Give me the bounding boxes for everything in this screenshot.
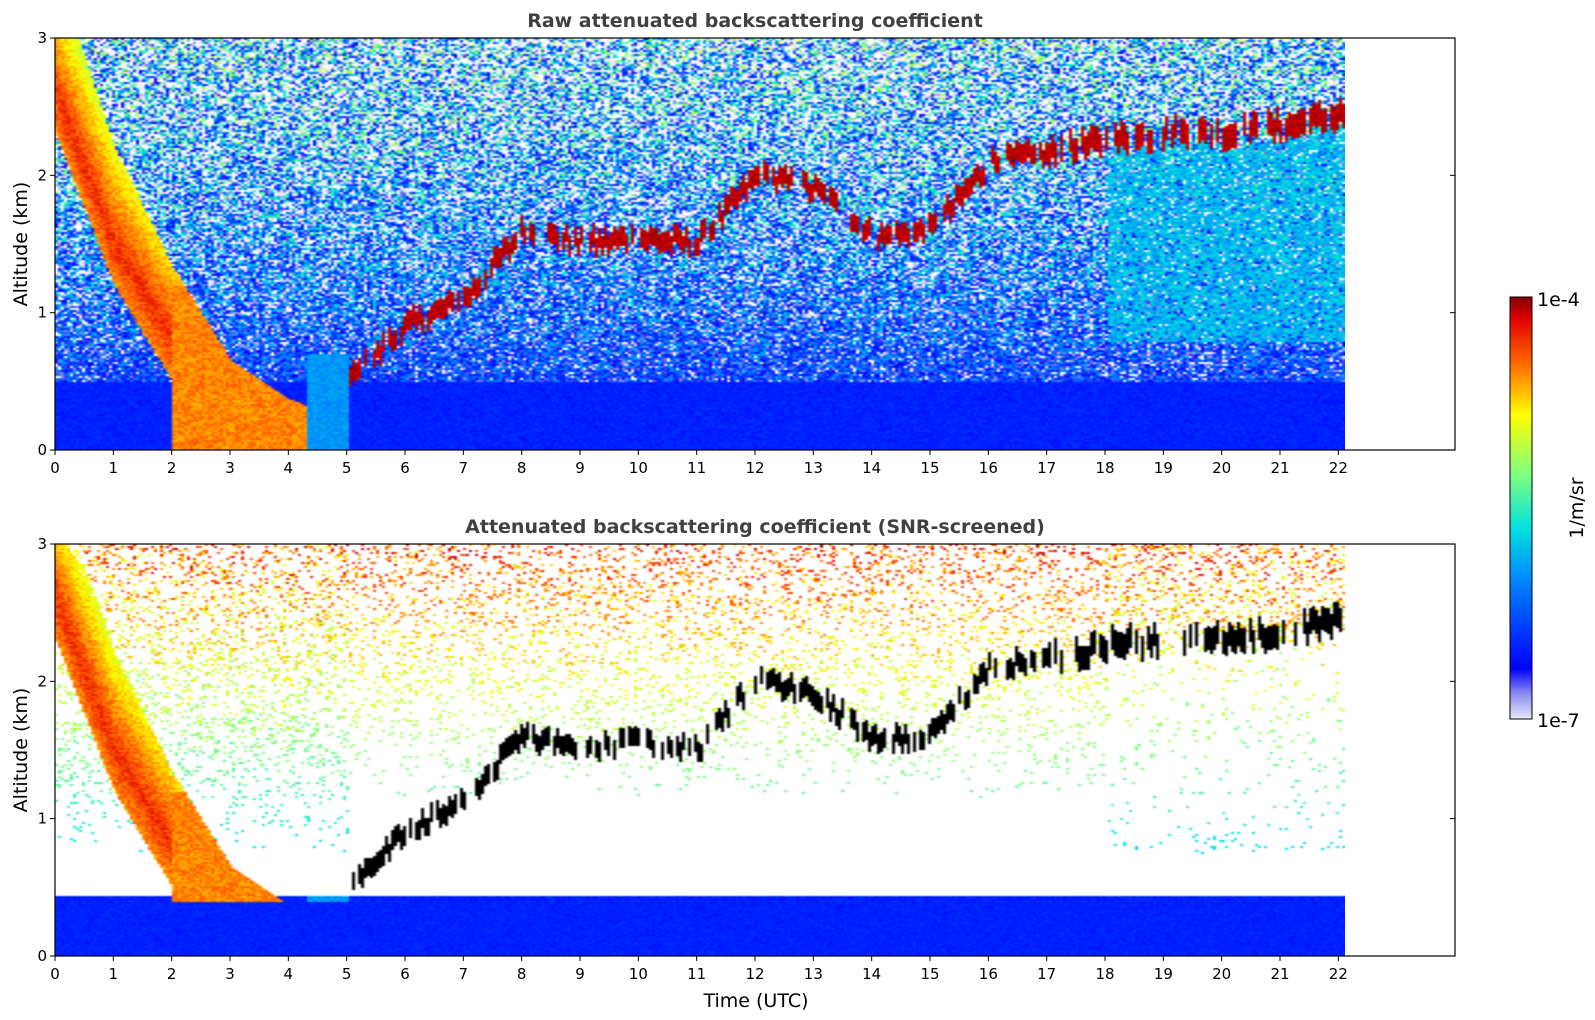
y-tick-label: 3 [37,535,47,553]
y-axis-label: Altitude (km) [10,182,32,307]
x-tick-label: 13 [804,459,823,477]
y-tick-label: 1 [37,304,47,322]
y-tick-label: 1 [37,810,47,828]
panel-raw: Raw attenuated backscattering coefficien… [10,10,1456,477]
x-tick-label: 19 [1154,459,1173,477]
heatmap-raster [55,38,1345,450]
x-tick-label: 17 [1037,965,1056,983]
x-tick-label: 3 [225,965,235,983]
y-tick-label: 2 [37,166,47,184]
x-tick-label: 11 [687,965,706,983]
panel-title: Attenuated backscattering coefficient (S… [465,516,1045,538]
y-tick-label: 0 [37,947,47,965]
x-tick-label: 5 [342,965,352,983]
x-tick-label: 15 [920,459,939,477]
colorbar: 1e-4 1e-7 1/m/sr [1509,289,1588,732]
x-tick-label: 19 [1154,965,1173,983]
x-tick-label: 15 [920,965,939,983]
heatmap-image [55,38,1345,450]
x-tick-label: 7 [459,965,469,983]
x-tick-label: 22 [1329,459,1348,477]
y-axis-label: Altitude (km) [10,688,32,813]
x-tick-label: 16 [979,459,998,477]
x-tick-label: 12 [745,459,764,477]
x-tick-label: 21 [1270,459,1289,477]
x-tick-label: 18 [1095,965,1114,983]
x-tick-label: 5 [342,459,352,477]
x-tick-label: 3 [225,459,235,477]
x-tick-label: 12 [745,965,764,983]
x-tick-label: 1 [109,965,119,983]
x-tick-label: 16 [979,965,998,983]
heatmap-image [55,544,1345,956]
colorbar-max-label: 1e-4 [1537,289,1580,311]
x-tick-label: 21 [1270,965,1289,983]
x-tick-label: 17 [1037,459,1056,477]
x-tick-label: 6 [400,459,410,477]
y-tick-label: 2 [37,672,47,690]
x-tick-label: 2 [167,965,177,983]
x-tick-label: 10 [629,459,648,477]
x-tick-label: 8 [517,459,527,477]
x-tick-label: 1 [109,459,119,477]
x-tick-label: 11 [687,459,706,477]
x-tick-label: 20 [1212,965,1231,983]
x-tick-label: 0 [50,965,60,983]
x-tick-label: 6 [400,965,410,983]
x-tick-label: 9 [575,459,585,477]
x-tick-label: 14 [862,459,881,477]
x-tick-label: 0 [50,459,60,477]
x-tick-label: 13 [804,965,823,983]
x-tick-label: 9 [575,965,585,983]
x-tick-label: 4 [284,965,294,983]
x-tick-label: 20 [1212,459,1231,477]
colorbar-unit-label: 1/m/sr [1566,477,1588,538]
heatmap-raster [55,544,1345,956]
panel-title: Raw attenuated backscattering coefficien… [527,10,983,32]
panel-screened: Attenuated backscattering coefficient (S… [10,516,1456,1012]
colorbar-min-label: 1e-7 [1537,710,1580,732]
x-axis-label: Time (UTC) [702,990,808,1012]
x-tick-label: 4 [284,459,294,477]
x-tick-label: 8 [517,965,527,983]
x-tick-label: 7 [459,459,469,477]
x-tick-label: 22 [1329,965,1348,983]
x-tick-label: 14 [862,965,881,983]
x-tick-label: 2 [167,459,177,477]
y-tick-label: 3 [37,29,47,47]
colorbar-gradient [1509,296,1533,720]
x-tick-label: 10 [629,965,648,983]
y-tick-label: 0 [37,441,47,459]
x-tick-label: 18 [1095,459,1114,477]
